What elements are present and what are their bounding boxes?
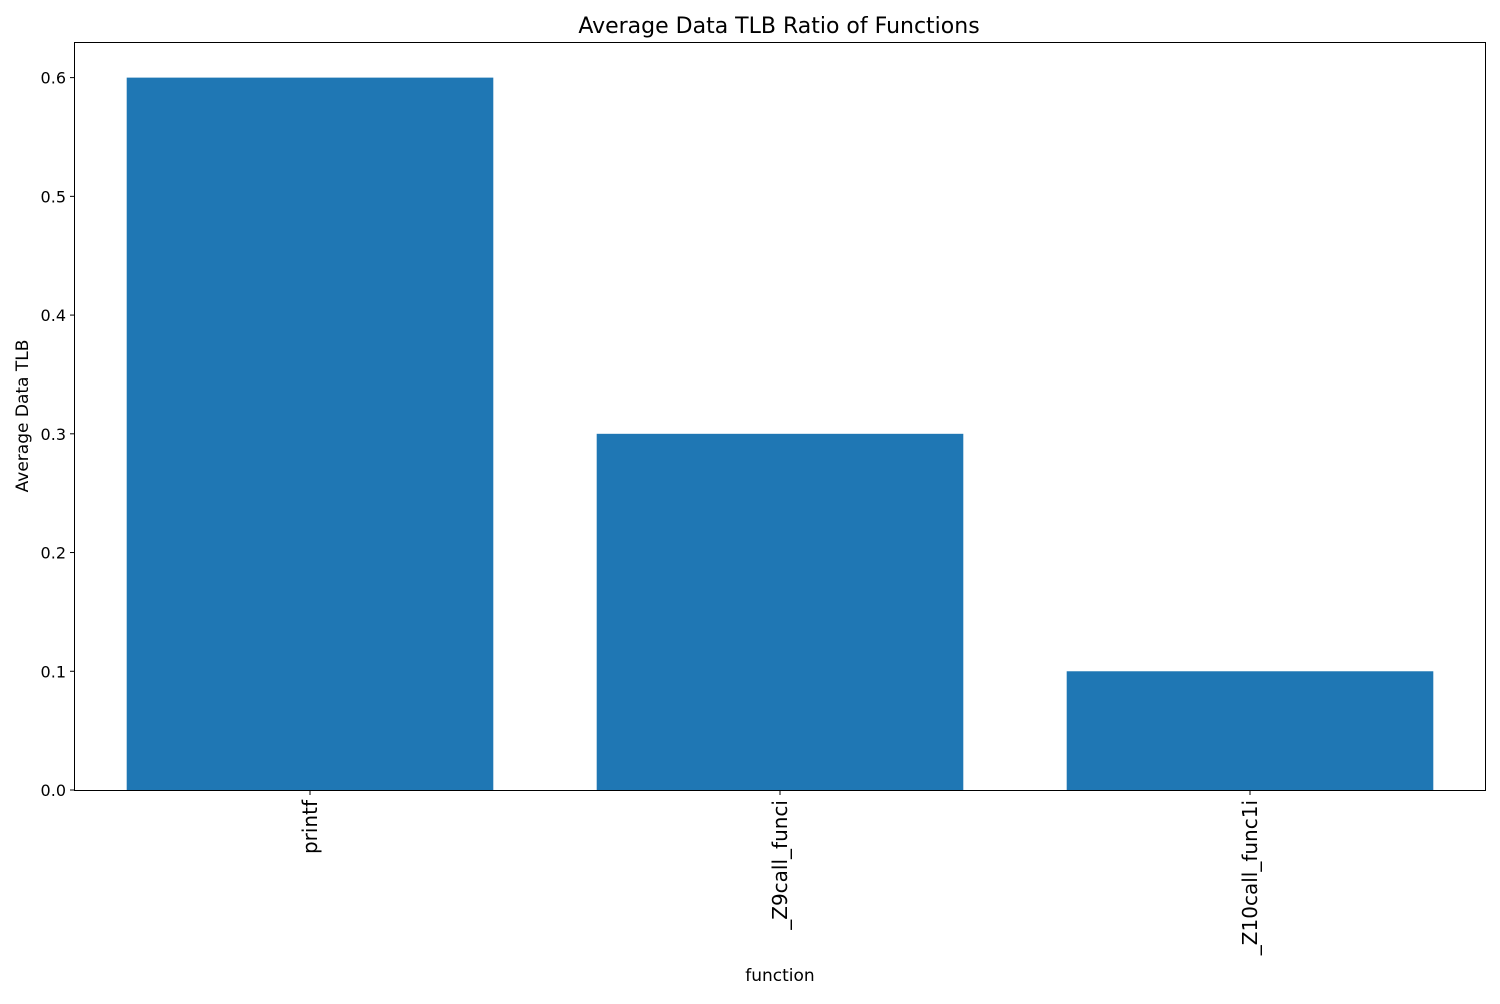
x-tick-label: _Z9call_funci — [768, 800, 792, 931]
x-axis: printf _Z9call_funci _Z10call_func1i — [298, 790, 1262, 956]
bar-z9call-funci — [596, 433, 964, 790]
plot-frame — [74, 42, 1486, 791]
y-tick-label: 0.6 — [41, 69, 66, 88]
bar-printf — [126, 77, 494, 791]
y-axis-label: Average Data TLB — [13, 340, 33, 493]
bar-z10call-func1i — [1066, 671, 1434, 790]
x-tick-label: _Z10call_func1i — [1238, 800, 1262, 956]
y-axis: 0.0 0.1 0.2 0.3 0.4 0.5 0.6 — [41, 69, 75, 800]
x-axis-label: function — [745, 966, 814, 986]
y-tick-label: 0.1 — [41, 662, 66, 681]
y-tick-label: 0.2 — [41, 544, 66, 563]
x-tick-label: printf — [298, 799, 322, 854]
chart-title: Average Data TLB Ratio of Functions — [578, 14, 979, 39]
y-tick-label: 0.3 — [41, 425, 66, 444]
bars-group — [126, 77, 1434, 791]
y-tick-label: 0.5 — [41, 187, 66, 206]
y-tick-label: 0.0 — [41, 781, 66, 800]
y-tick-label: 0.4 — [41, 306, 66, 325]
